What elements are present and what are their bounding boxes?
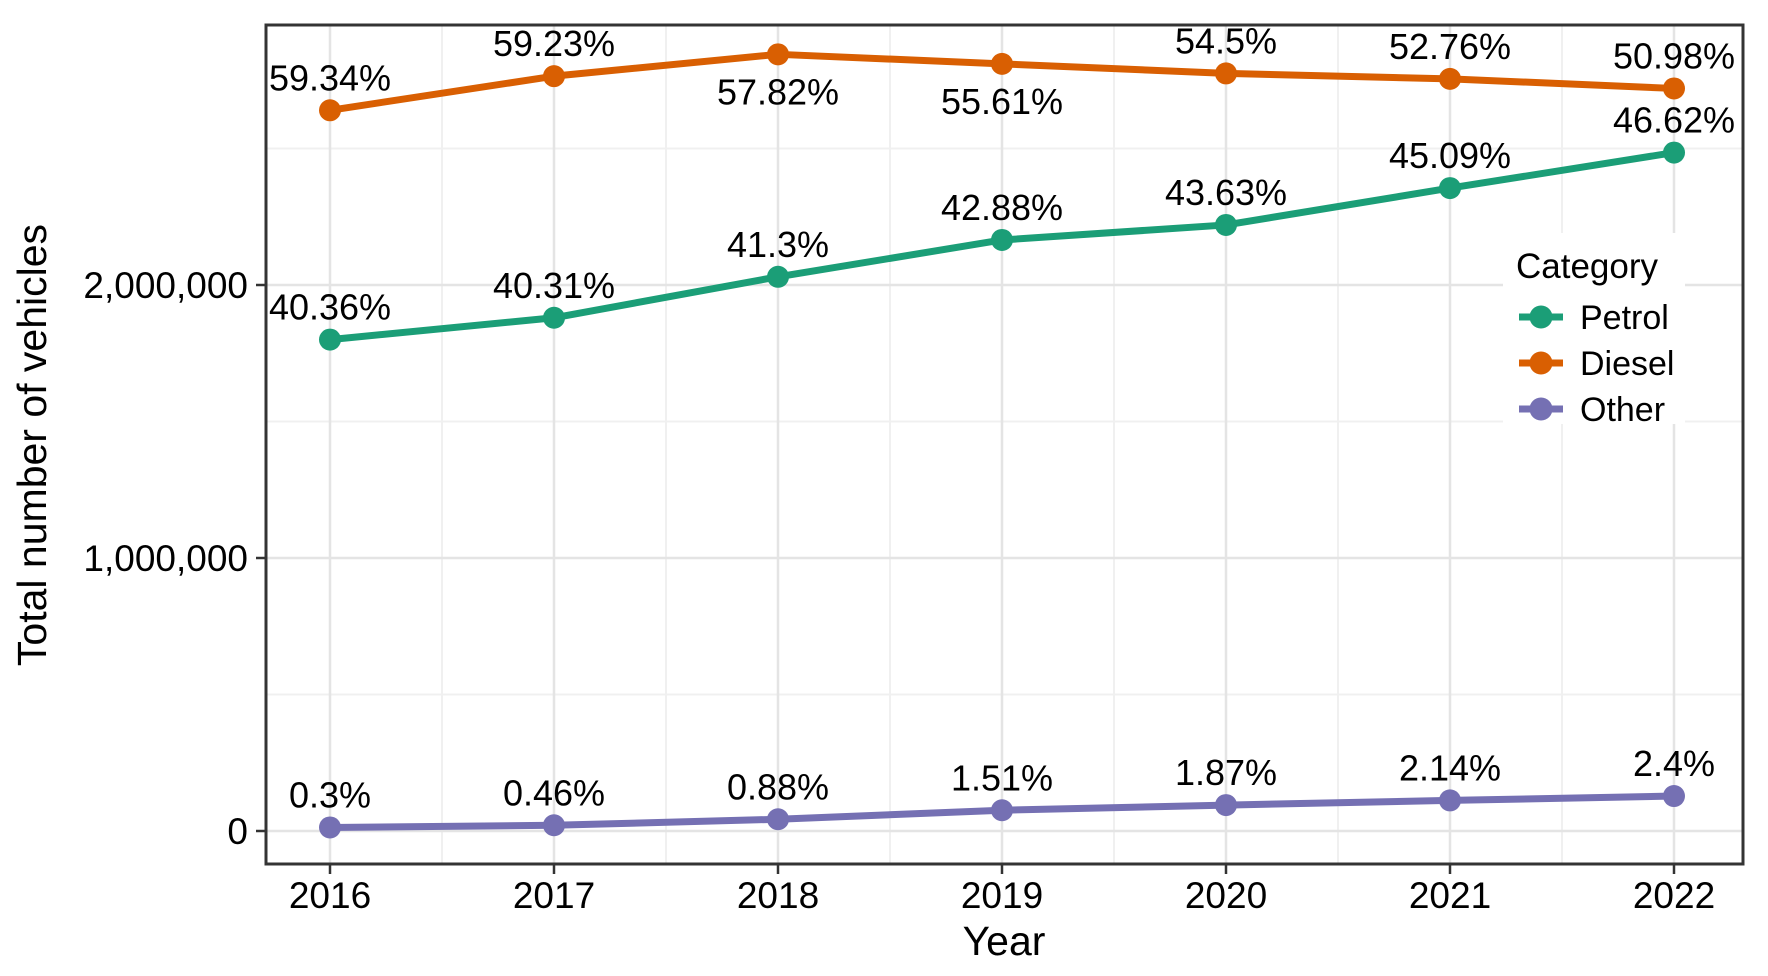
diesel-data-label-2019: 55.61%	[941, 81, 1063, 122]
legend-label-diesel: Diesel	[1580, 345, 1674, 383]
x-tick-label: 2020	[1185, 875, 1267, 916]
legend-item-diesel: Diesel	[1519, 345, 1674, 383]
petrol-point-2018	[767, 265, 789, 288]
other-point-2019	[991, 799, 1013, 822]
petrol-data-label-2022: 46.62%	[1613, 100, 1735, 141]
petrol-point-2021	[1439, 177, 1461, 200]
y-tick-label: 2,000,000	[83, 265, 248, 306]
panel-background	[266, 25, 1743, 864]
x-tick-label: 2017	[513, 875, 595, 916]
x-tick-label: 2019	[961, 875, 1043, 916]
x-axis-title: Year	[963, 918, 1046, 964]
other-data-label-2020: 1.87%	[1175, 752, 1277, 793]
petrol-point-2019	[991, 228, 1013, 251]
legend: Category Petrol Diesel Other	[1503, 233, 1685, 429]
petrol-data-label-2017: 40.31%	[493, 265, 615, 306]
other-data-label-2016: 0.3%	[289, 774, 371, 815]
y-axis-title: Total number of vehicles	[9, 224, 55, 666]
diesel-point-2017	[543, 65, 565, 88]
diesel-data-label-2017: 59.23%	[493, 23, 615, 64]
legend-item-petrol: Petrol	[1519, 299, 1669, 337]
other-point-2021	[1439, 789, 1461, 812]
other-point-2016	[319, 816, 341, 839]
petrol-data-label-2019: 42.88%	[941, 187, 1063, 228]
legend-title: Category	[1516, 247, 1659, 286]
petrol-point-2017	[543, 306, 565, 329]
other-point-2022	[1663, 785, 1685, 808]
petrol-point-2022	[1663, 141, 1685, 164]
petrol-legend-point-icon	[1529, 305, 1553, 329]
legend-label-other: Other	[1580, 391, 1665, 429]
other-point-2020	[1215, 794, 1237, 817]
other-data-label-2018: 0.88%	[727, 766, 829, 807]
y-tick-label: 1,000,000	[83, 538, 248, 579]
petrol-data-label-2020: 43.63%	[1165, 172, 1287, 213]
diesel-legend-point-icon	[1529, 351, 1553, 375]
petrol-point-2020	[1215, 213, 1237, 236]
other-data-label-2019: 1.51%	[951, 757, 1053, 798]
diesel-data-label-2020: 54.5%	[1175, 20, 1277, 61]
legend-background	[1503, 233, 1685, 424]
diesel-data-label-2022: 50.98%	[1613, 35, 1735, 76]
x-tick-label: 2018	[737, 875, 819, 916]
diesel-data-label-2016: 59.34%	[269, 57, 391, 98]
petrol-data-label-2016: 40.36%	[269, 287, 391, 328]
diesel-point-2019	[991, 52, 1013, 75]
diesel-data-label-2018: 57.82%	[717, 71, 839, 112]
diesel-point-2018	[767, 43, 789, 66]
petrol-point-2016	[319, 328, 341, 351]
other-legend-point-icon	[1529, 397, 1553, 421]
other-point-2017	[543, 814, 565, 837]
x-tick-label: 2021	[1409, 875, 1491, 916]
y-tick-label: 0	[227, 811, 248, 852]
legend-item-other: Other	[1519, 391, 1665, 429]
diesel-data-label-2021: 52.76%	[1389, 26, 1511, 67]
diesel-point-2020	[1215, 62, 1237, 85]
other-point-2018	[767, 808, 789, 831]
plot-area: 2016 2017 2018 2019 2020 2021 2022 0 1,000,000 2,…	[83, 20, 1743, 916]
panel-border	[264, 23, 1745, 866]
other-data-label-2022: 2.4%	[1633, 743, 1715, 784]
petrol-data-label-2021: 45.09%	[1389, 135, 1511, 176]
other-data-label-2017: 0.46%	[503, 772, 605, 813]
diesel-point-2016	[319, 99, 341, 122]
x-tick-label: 2022	[1633, 875, 1715, 916]
legend-label-petrol: Petrol	[1580, 299, 1669, 337]
diesel-point-2021	[1439, 67, 1461, 90]
x-tick-label: 2016	[289, 875, 371, 916]
diesel-point-2022	[1663, 77, 1685, 100]
petrol-data-label-2018: 41.3%	[727, 224, 829, 265]
other-data-label-2021: 2.14%	[1399, 747, 1501, 788]
